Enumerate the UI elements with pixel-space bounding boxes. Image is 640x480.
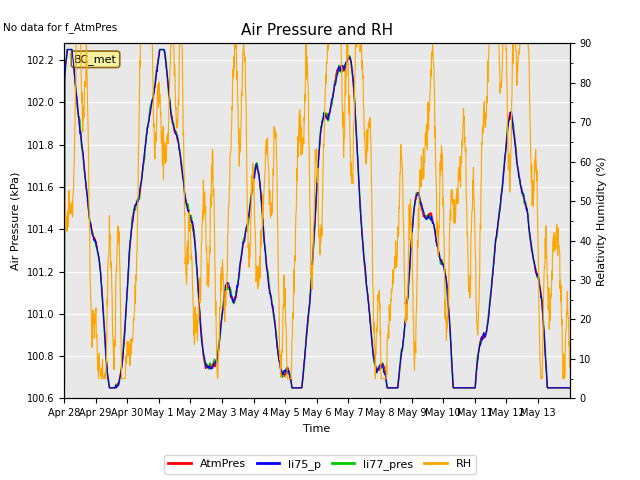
Y-axis label: Air Pressure (kPa): Air Pressure (kPa): [11, 172, 21, 270]
Y-axis label: Relativity Humidity (%): Relativity Humidity (%): [597, 156, 607, 286]
X-axis label: Time: Time: [303, 424, 330, 433]
Legend: AtmPres, li75_p, li77_pres, RH: AtmPres, li75_p, li77_pres, RH: [164, 455, 476, 474]
Title: Air Pressure and RH: Air Pressure and RH: [241, 23, 393, 38]
Text: BC_met: BC_met: [74, 54, 117, 65]
Text: No data for f_AtmPres: No data for f_AtmPres: [3, 22, 118, 33]
